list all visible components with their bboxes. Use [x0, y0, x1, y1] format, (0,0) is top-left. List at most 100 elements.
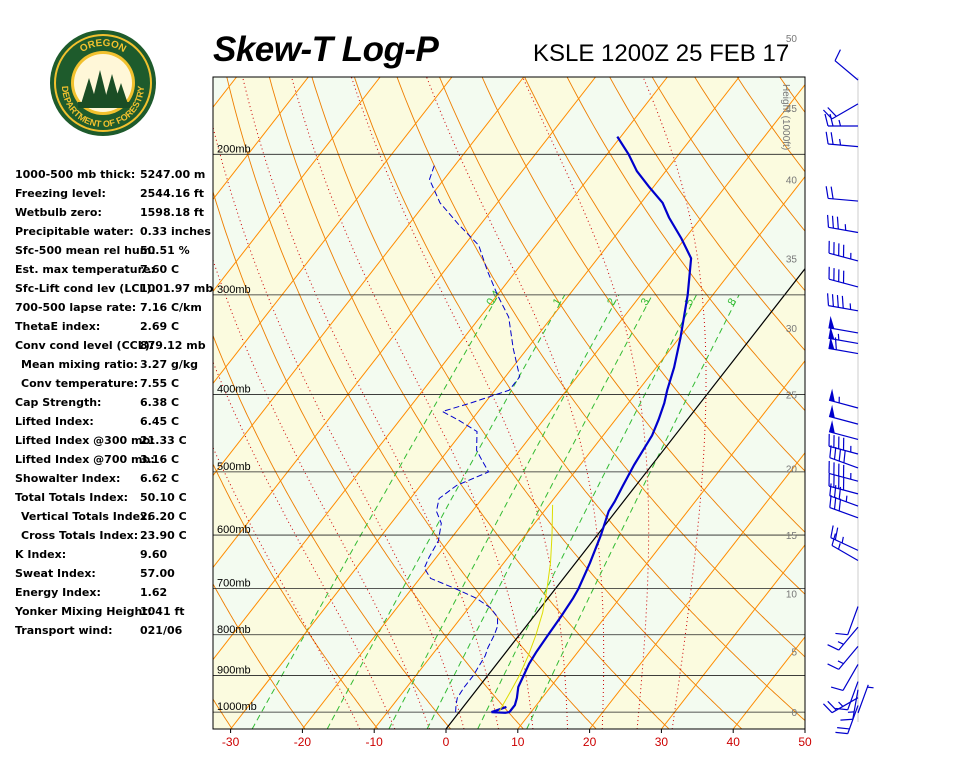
dry-adiabat: [213, 190, 524, 729]
stat-value: 2.69 C: [140, 320, 180, 333]
stat-label: Yonker Mixing Height:: [15, 605, 152, 618]
stat-label: Total Totals Index:: [15, 491, 129, 504]
stat-value: 021/06: [140, 624, 183, 637]
wind-barb: [829, 445, 859, 469]
mixing-ratio-line: [477, 294, 697, 729]
dry-adiabat: [226, 77, 597, 729]
stat-label: 1000-500 mb thick:: [15, 168, 136, 181]
mixing-ratio-label: 1: [551, 296, 564, 308]
dry-adiabat: [566, 77, 805, 412]
stat-label: K Index:: [15, 548, 67, 561]
wind-barb: [828, 461, 859, 482]
isotherm-band: [877, 77, 960, 729]
wind-barb: [825, 186, 859, 202]
stat-label: Cross Totals Index:: [21, 529, 139, 542]
wind-barb: [828, 404, 859, 425]
pressure-label: 700mb: [217, 577, 251, 589]
temperature-tick-label: 20: [583, 735, 597, 749]
pressure-label: 900mb: [217, 665, 251, 677]
pressure-label: 300mb: [217, 284, 251, 296]
stat-value: 6.38 C: [140, 396, 180, 409]
wind-barb: [828, 388, 859, 409]
wind-barb: [822, 103, 859, 120]
dry-adiabat: [396, 77, 805, 658]
dry-adiabat: [213, 462, 379, 729]
stat-value: 7.60 C: [140, 263, 180, 276]
moist-adiabat: [350, 77, 568, 729]
wind-barb: [828, 420, 859, 441]
stat-label: Conv temperature:: [21, 377, 139, 390]
height-tick-label: 30: [786, 324, 798, 335]
dry-adiabat: [213, 334, 451, 729]
temperature-tick-label: -10: [366, 735, 384, 749]
isotherm: [213, 77, 309, 201]
stat-label: Energy Index:: [15, 586, 101, 599]
isotherm: [213, 77, 381, 293]
height-tick-label: 40: [786, 175, 798, 186]
stat-value: 3.27 g/kg: [140, 358, 199, 371]
moist-adiabat: [213, 446, 361, 729]
mixing-ratio-label: 3: [639, 296, 652, 308]
temperature-tick-label: 30: [655, 735, 669, 749]
mixing-ratio-label: 8: [726, 296, 739, 308]
dry-adiabat: [865, 77, 960, 729]
wind-barb: [824, 113, 858, 127]
isotherm: [213, 77, 453, 385]
wind-barb: [828, 326, 859, 345]
isotherm: [661, 544, 805, 729]
stat-label: Mean mixing ratio:: [21, 358, 138, 371]
stat-label: 700-500 lapse rate:: [15, 301, 137, 314]
stat-label: Conv cond level (CCL):: [15, 339, 155, 352]
isotherm: [213, 77, 668, 661]
wind-barb: [829, 495, 859, 519]
dewpoint-trace: [423, 162, 521, 713]
moist-adiabat: [642, 77, 707, 729]
dry-adiabat: [213, 583, 306, 729]
height-tick-label: 50: [786, 34, 798, 45]
isotherm: [302, 83, 805, 729]
isotherm: [213, 77, 237, 109]
stat-value: 21.33 C: [140, 434, 187, 447]
moist-adiabat: [291, 77, 534, 729]
dry-adiabat: [950, 77, 960, 729]
mixing-ratio-label: 2: [605, 296, 618, 308]
isotherm-band: [213, 77, 740, 729]
dry-adiabat: [268, 77, 670, 729]
height-axis-title: Height (1000ft): [780, 84, 791, 150]
wind-barb: [857, 684, 874, 714]
isotherm: [517, 359, 805, 729]
mixing-ratio-line: [426, 294, 653, 729]
stat-value: 879.12 mb: [140, 339, 206, 352]
wind-barb: [828, 266, 859, 288]
stat-label: Freezing level:: [15, 187, 106, 200]
temperature-tick-label: 0: [443, 735, 450, 749]
freezing-isotherm: [445, 267, 805, 729]
height-tick-label: 15: [786, 531, 798, 542]
dry-adiabat: [822, 77, 960, 729]
stat-value: 1598.18 ft: [140, 206, 204, 219]
plot-frame: [212, 76, 806, 730]
stat-value: 0.33 inches: [140, 225, 211, 238]
logo-top-text: OREGON: [78, 38, 128, 55]
stat-label: ThetaE index:: [15, 320, 101, 333]
stat-label: Lifted Index:: [15, 415, 94, 428]
isotherm: [213, 77, 525, 477]
stat-label: Lifted Index @700 mb:: [15, 453, 155, 466]
height-tick-label: 20: [786, 464, 798, 475]
wind-barb: [830, 664, 859, 692]
wind-barb: [826, 293, 859, 312]
dry-adiabat: [353, 77, 805, 722]
moist-adiabat: [213, 258, 430, 729]
temperature-tick-label: 50: [798, 735, 812, 749]
height-tick-label: 35: [786, 254, 798, 265]
stat-value: 7.16 C/km: [140, 301, 202, 314]
height-tick-label: 45: [786, 104, 798, 115]
stat-label: Sweat Index:: [15, 567, 96, 580]
moist-adiabat: [522, 77, 650, 729]
stat-value: 26.20 C: [140, 510, 187, 523]
stat-label: Wetbulb zero:: [15, 206, 102, 219]
pressure-label: 400mb: [217, 384, 251, 396]
parcel-trace: [498, 504, 554, 712]
wind-barb: [822, 697, 859, 714]
stat-label: Sfc-Lift cond lev (LCL):: [15, 282, 156, 295]
